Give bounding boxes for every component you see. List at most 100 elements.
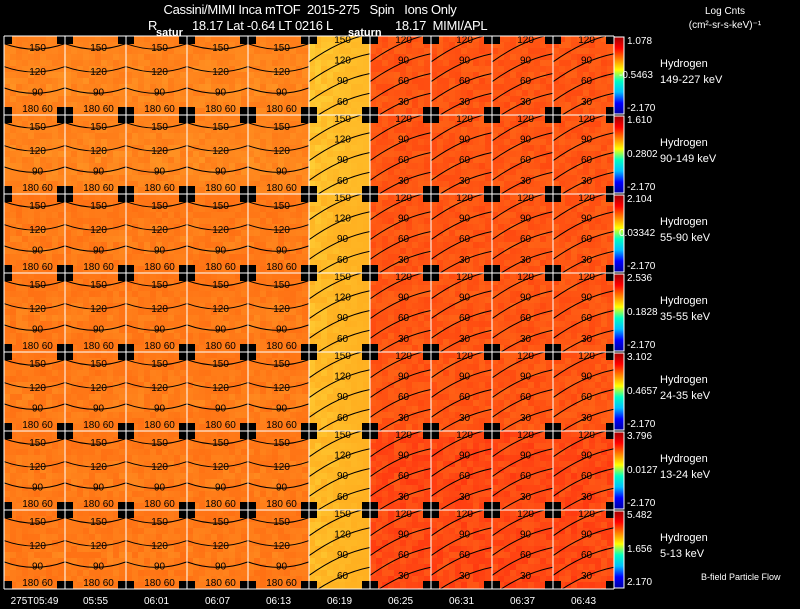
contour-label: 60 [459,76,471,87]
contour-label: 120 [273,225,290,236]
colorbar-mid-label: -0.5463 [619,69,653,81]
contour-label: 90 [32,482,44,493]
contour-label: 120 [517,509,534,520]
contour-line [552,132,615,162]
contour-line [552,230,615,260]
contour-label: 30 [459,334,471,345]
contour-label: 90 [215,324,227,335]
heatmap-panel [186,510,249,589]
contour-line [186,122,249,129]
contour-label: 90 [459,135,471,146]
contour-line [64,403,127,410]
contour-label: 150 [151,122,168,133]
contour-label: 90 [215,403,227,414]
contour-label: 120 [334,451,351,462]
contour-label: 90 [93,87,105,98]
contour-line [3,87,66,94]
contour-label: 90 [459,214,471,225]
contour-line [491,191,554,221]
energy-range: 35-55 keV [660,310,711,323]
heatmap-panel [369,270,432,359]
time-tick-label: 06:37 [509,596,536,607]
contour-line [125,482,188,489]
contour-line [369,388,432,418]
species-name: Hydrogen [660,452,708,465]
contour-line [491,546,554,576]
contour-line [125,561,188,568]
colorbar-mid-label: 0.0127 [627,464,658,476]
contour-line [64,461,127,468]
contour-label: 150 [273,438,290,449]
heatmap-panel [552,33,615,122]
contour-line [125,224,188,231]
contour-label: 90 [520,135,532,146]
contour-line [430,33,493,63]
contour-label: 90 [215,561,227,572]
contour-label: 120 [90,146,107,157]
bfield-particle-flow-label: B-field Particle Flow [701,572,781,582]
contour-line [430,388,493,418]
contour-line [125,403,188,410]
contour-label: 180 60 [22,578,53,589]
contour-line [430,112,493,142]
contour-label: 90 [215,166,227,177]
colorbar-mid-label: 0.4657 [627,385,658,397]
heatmap-panel [369,507,432,596]
contour-label: 90 [215,87,227,98]
contour-line [308,112,371,142]
contour-label: 90 [154,87,166,98]
heatmap-panel [3,352,66,431]
contour-line [125,166,188,173]
contour-label: 90 [337,234,349,245]
contour-line [308,270,371,300]
contour-label: 60 [459,471,471,482]
contour-label: 150 [273,517,290,528]
colorbar-min-label: -2.170 [627,103,656,114]
contour-line [247,482,310,489]
contour-line [430,270,493,300]
contour-label: 120 [151,304,168,315]
contour-line [430,467,493,497]
contour-line [552,369,615,399]
contour-label: 120 [151,225,168,236]
contour-label: 90 [154,561,166,572]
heatmap-panel [247,36,310,115]
contour-line [186,561,249,568]
contour-line [3,438,66,445]
contour-line [125,145,188,152]
contour-label: 180 60 [205,183,236,194]
contour-line [247,461,310,468]
contour-label: 90 [93,561,105,572]
contour-line [186,66,249,73]
contour-line [552,349,615,379]
contour-label: 180 60 [266,578,297,589]
heatmap-panel [430,191,493,280]
contour-line [247,382,310,389]
contour-line [552,211,615,241]
colorbar-max-label: 1.078 [627,36,653,47]
contour-label: 90 [154,166,166,177]
contour-line [247,438,310,445]
contour-label: 150 [151,517,168,528]
contour-line [308,507,371,537]
contour-line [186,43,249,50]
contour-label: 30 [520,492,532,503]
colorbar-max-label: 5.482 [627,510,653,521]
contour-line [308,72,371,102]
contour-label: 90 [154,245,166,256]
contour-label: 150 [29,359,46,370]
heatmap-panel [430,428,493,517]
contour-label: 150 [151,201,168,212]
contour-label: 120 [517,272,534,283]
contour-label: 120 [578,430,595,441]
contour-line [430,72,493,102]
contour-line [247,87,310,94]
contour-label: 150 [273,359,290,370]
contour-label: 150 [29,122,46,133]
heatmap-panel [64,431,127,510]
contour-line [430,428,493,458]
contour-label: 120 [517,430,534,441]
contour-label: 180 60 [83,420,114,431]
heatmap-panel [491,191,554,280]
heatmap-panel [491,270,554,359]
